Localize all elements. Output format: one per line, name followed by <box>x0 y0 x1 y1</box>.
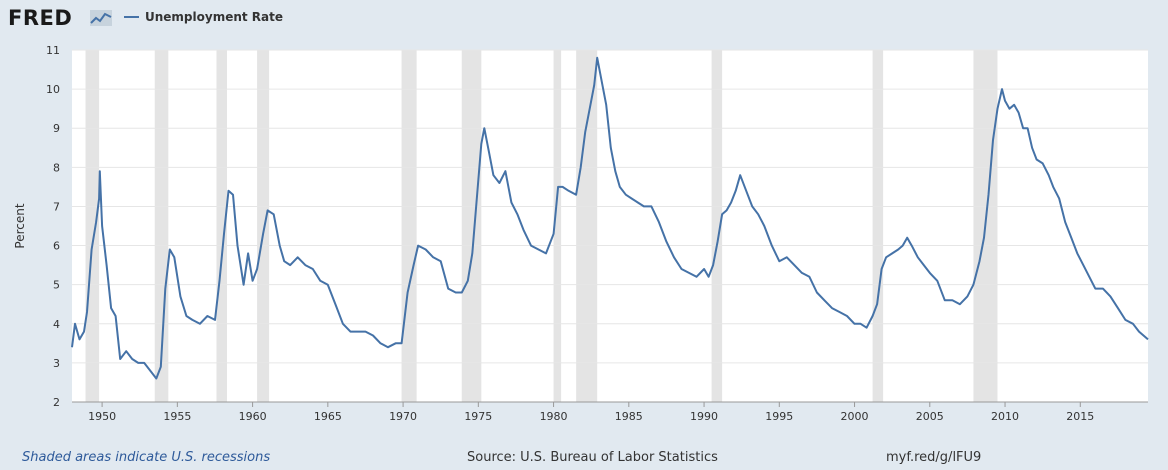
y-tick-label: 2 <box>53 396 60 409</box>
legend-label: Unemployment Rate <box>145 10 284 24</box>
x-tick-label: 1965 <box>314 410 342 423</box>
series-group <box>71 56 1149 380</box>
x-tick-label: 1970 <box>389 410 417 423</box>
recession-band <box>553 50 562 402</box>
y-axis-ticks: 2 3 4 5 6 7 8 9 10 11 <box>46 44 60 409</box>
y-tick-label: 7 <box>53 200 60 213</box>
y-tick-label: 10 <box>46 83 60 96</box>
series-line <box>71 56 1149 380</box>
y-tick-label: 4 <box>53 318 60 331</box>
x-tick-label: 1960 <box>239 410 267 423</box>
legend-swatch <box>124 16 139 18</box>
unemployment-chart: 1950 1955 1960 1965 1970 1975 1980 1985 1990 1995… <box>13 44 1149 423</box>
x-tick-label: 1995 <box>765 410 793 423</box>
recession-band <box>85 50 100 402</box>
recession-band <box>154 50 169 402</box>
recession-band <box>576 50 598 402</box>
y-tick-label: 3 <box>53 357 60 370</box>
recession-band <box>711 50 723 402</box>
x-tick-label: 1990 <box>690 410 718 423</box>
short-link[interactable]: myf.red/g/lFU9 <box>886 450 982 465</box>
x-tick-label: 1980 <box>540 410 568 423</box>
x-tick-label: 1950 <box>88 410 116 423</box>
y-tick-label: 11 <box>46 44 60 57</box>
recession-band <box>461 50 482 402</box>
source-text: Source: U.S. Bureau of Labor Statistics <box>467 450 718 465</box>
recession-band <box>216 50 228 402</box>
x-tick-label: 1975 <box>464 410 492 423</box>
recession-band <box>257 50 270 402</box>
chart-footer: Shaded areas indicate U.S. recessions So… <box>0 450 1168 470</box>
y-tick-label: 5 <box>53 279 60 292</box>
x-axis-ticks: 1950 1955 1960 1965 1970 1975 1980 1985 1990 1995… <box>72 401 1148 423</box>
x-tick-label: 2000 <box>841 410 869 423</box>
y-tick-label: 8 <box>53 161 60 174</box>
recession-band <box>401 50 417 402</box>
x-tick-label: 1985 <box>615 410 643 423</box>
plot-area <box>72 50 1148 402</box>
chart-header: FRED Unemployment Rate <box>0 0 1168 40</box>
recession-note[interactable]: Shaded areas indicate U.S. recessions <box>22 450 271 465</box>
y-tick-label: 9 <box>53 122 60 135</box>
x-tick-label: 2010 <box>991 410 1019 423</box>
fred-logo[interactable]: FRED <box>8 6 73 30</box>
x-tick-label: 2005 <box>916 410 944 423</box>
grid-lines <box>72 49 1148 403</box>
recession-band <box>872 50 884 402</box>
fred-graph-icon <box>90 10 112 26</box>
x-tick-label: 1955 <box>163 410 191 423</box>
y-tick-label: 6 <box>53 240 60 253</box>
chart-legend: Unemployment Rate <box>124 10 283 24</box>
y-axis-title: Percent <box>13 203 27 248</box>
x-tick-label: 2015 <box>1066 410 1094 423</box>
